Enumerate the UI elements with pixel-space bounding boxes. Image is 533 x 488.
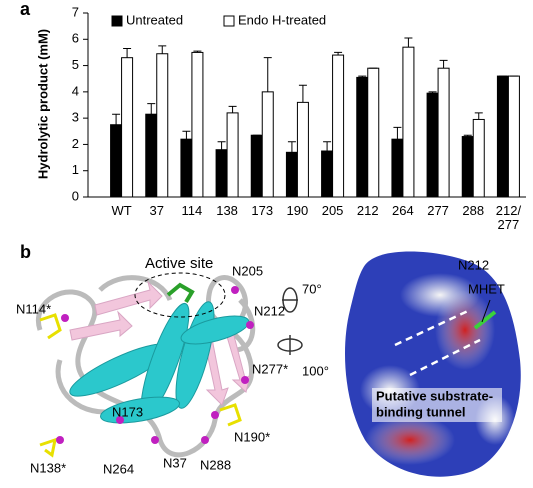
residue-label: N114*	[16, 301, 51, 316]
protein-ribbon	[35, 272, 256, 458]
bar	[437, 67, 450, 198]
bar	[121, 57, 134, 198]
residue-label: N205	[232, 263, 263, 278]
bar	[110, 124, 123, 198]
error-bar	[439, 59, 448, 69]
error-bar	[334, 51, 343, 56]
error-bar	[228, 105, 237, 113]
legend-swatch	[223, 15, 235, 27]
residue-label: N190*	[234, 429, 270, 444]
bar	[261, 91, 274, 198]
error-bar	[428, 91, 437, 94]
y-tick-label: 2	[72, 136, 79, 151]
error-bar	[182, 130, 191, 140]
residue-label: N37	[163, 455, 187, 470]
bar	[332, 54, 345, 198]
y-tick-label: 0	[72, 188, 79, 203]
error-bar	[463, 134, 472, 137]
y-tick-label: 5	[72, 57, 79, 72]
bar	[507, 75, 520, 198]
active-site-label: Active site	[145, 255, 213, 272]
bar	[215, 149, 228, 198]
y-tick-label: 4	[72, 83, 79, 98]
bar	[180, 138, 193, 198]
error-bar	[323, 141, 332, 151]
bar	[367, 67, 380, 198]
error-bar	[298, 84, 307, 103]
bar	[285, 151, 298, 198]
y-tick-label: 3	[72, 110, 79, 125]
tunnel-label: Putative substrate-	[376, 388, 493, 403]
x-tick-label: 264	[392, 203, 414, 218]
error-bar	[217, 141, 226, 150]
error-bar	[193, 50, 202, 53]
residue-label: N288	[200, 457, 231, 472]
bar	[226, 112, 239, 198]
y-tick-label: 7	[72, 4, 79, 19]
bar	[356, 76, 369, 198]
error-bar	[147, 103, 156, 115]
rotation-label: 100°	[302, 363, 329, 378]
bar	[191, 51, 204, 198]
surface-label: MHET	[468, 281, 505, 296]
tunnel-label: binding tunnel	[376, 404, 466, 419]
legend-label: Untreated	[126, 12, 183, 27]
x-tick-label: 212/ 277	[495, 203, 522, 232]
bar	[296, 101, 309, 198]
panel-label: a	[20, 0, 31, 19]
residue-label: N173	[112, 404, 143, 419]
x-tick-label: WT	[111, 203, 132, 218]
x-tick-label: 138	[216, 203, 238, 218]
bar	[402, 46, 415, 198]
y-axis-label: Hydrolytic product (mM)	[35, 29, 50, 179]
x-tick-label: 288	[462, 203, 485, 218]
rotation-label: 70°	[302, 281, 322, 296]
legend-label: Endo H-treated	[238, 12, 326, 27]
bar	[461, 136, 474, 198]
x-tick-label: 190	[286, 203, 309, 218]
surface-label: N212	[458, 257, 489, 272]
residue-label: N277*	[252, 361, 288, 376]
x-tick-label: 173	[251, 203, 274, 218]
error-bar	[358, 75, 367, 78]
residue-label: N264	[103, 461, 134, 476]
error-bar	[158, 45, 167, 54]
residue-label: N138*	[30, 460, 66, 475]
bar	[426, 92, 439, 198]
error-bar	[404, 37, 413, 48]
x-tick-label: 37	[149, 203, 164, 218]
bar	[156, 53, 169, 198]
error-bar	[393, 126, 402, 140]
panel-label: b	[20, 242, 31, 262]
legend-swatch	[111, 15, 123, 27]
residue-label: N212	[254, 303, 285, 318]
error-bar	[474, 112, 483, 120]
error-bar	[287, 141, 296, 153]
bar	[321, 150, 334, 198]
bar	[391, 138, 404, 198]
x-tick-label: 277	[427, 203, 449, 218]
bar	[472, 118, 485, 198]
y-tick-label: 6	[72, 31, 79, 46]
y-tick-label: 1	[72, 162, 79, 177]
surface	[345, 251, 521, 477]
bar	[145, 113, 158, 198]
bar	[250, 134, 263, 198]
x-tick-label: 212	[356, 203, 379, 218]
x-tick-label: 205	[321, 203, 344, 218]
x-tick-label: 114	[181, 203, 203, 218]
error-bar	[112, 113, 121, 125]
error-bar	[123, 47, 132, 58]
bar	[496, 75, 509, 198]
error-bar	[263, 57, 272, 92]
rotation-arrows	[277, 287, 303, 355]
